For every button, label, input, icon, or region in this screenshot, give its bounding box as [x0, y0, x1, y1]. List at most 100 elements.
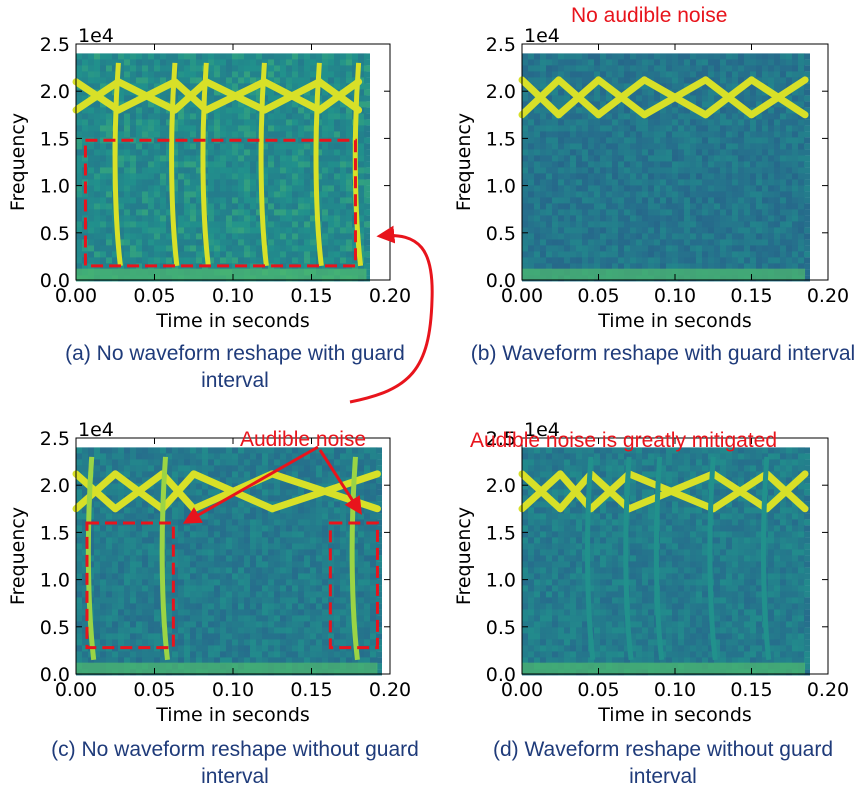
- noise-cell: [594, 143, 600, 150]
- noise-cell: [768, 239, 774, 246]
- noise-cell: [166, 197, 172, 204]
- noise-cell: [630, 119, 636, 126]
- noise-cell: [672, 191, 678, 198]
- noise-cell: [708, 239, 714, 246]
- noise-cell: [792, 149, 798, 156]
- noise-cell: [274, 173, 280, 180]
- noise-cell: [106, 537, 112, 544]
- noise-cell: [804, 101, 810, 108]
- noise-cell: [256, 203, 262, 210]
- noise-cell: [292, 59, 298, 66]
- noise-cell: [690, 257, 696, 264]
- noise-cell: [552, 257, 558, 264]
- noise-cell: [546, 245, 552, 252]
- noise-cell: [750, 233, 756, 240]
- noise-cell: [154, 161, 160, 168]
- x-tick-label: 0.10: [212, 285, 254, 307]
- noise-cell: [540, 65, 546, 72]
- noise-cell: [762, 233, 768, 240]
- noise-cell: [226, 197, 232, 204]
- noise-cell: [184, 471, 190, 478]
- noise-cell: [292, 257, 298, 264]
- noise-cell: [624, 203, 630, 210]
- noise-cell: [226, 227, 232, 234]
- noise-cell: [352, 525, 358, 532]
- noise-cell: [202, 531, 208, 538]
- noise-cell: [720, 155, 726, 162]
- noise-cell: [208, 71, 214, 78]
- noise-cell: [804, 53, 810, 60]
- noise-cell: [780, 257, 786, 264]
- noise-cell: [798, 203, 804, 210]
- noise-cell: [322, 525, 328, 532]
- noise-cell: [714, 173, 720, 180]
- noise-cell: [208, 131, 214, 138]
- noise-cell: [660, 179, 666, 186]
- noise-cell: [564, 95, 570, 102]
- noise-cell: [768, 173, 774, 180]
- noise-cell: [340, 471, 346, 478]
- noise-cell: [672, 137, 678, 144]
- noise-cell: [540, 71, 546, 78]
- noise-cell: [630, 125, 636, 132]
- noise-cell: [238, 459, 244, 466]
- noise-cell: [292, 579, 298, 586]
- noise-cell: [666, 125, 672, 132]
- noise-cell: [148, 173, 154, 180]
- noise-cell: [286, 251, 292, 258]
- noise-cell: [690, 263, 696, 270]
- noise-cell: [328, 161, 334, 168]
- noise-cell: [792, 191, 798, 198]
- chirp-up: [72, 78, 122, 114]
- noise-cell: [732, 173, 738, 180]
- noise-cell: [540, 179, 546, 186]
- noise-cell: [618, 209, 624, 216]
- noise-cell: [370, 495, 376, 502]
- noise-cell: [262, 173, 268, 180]
- noise-cell: [672, 215, 678, 222]
- noise-cell: [714, 203, 720, 210]
- noise-cell: [76, 185, 82, 192]
- noise-cell: [280, 53, 286, 60]
- noise-cell: [322, 119, 328, 126]
- noise-cell: [112, 579, 118, 586]
- noise-cell: [762, 125, 768, 132]
- noise-cell: [364, 543, 370, 550]
- noise-cell: [564, 77, 570, 84]
- noise-cell: [346, 525, 352, 532]
- noise-cell: [286, 71, 292, 78]
- noise-cell: [166, 227, 172, 234]
- noise-cell: [642, 263, 648, 270]
- noise-cell: [310, 77, 316, 84]
- noise-cell: [786, 53, 792, 60]
- noise-cell: [208, 227, 214, 234]
- noise-cell: [762, 167, 768, 174]
- noise-cell: [346, 251, 352, 258]
- noise-cell: [142, 543, 148, 550]
- noise-cell: [100, 101, 106, 108]
- noise-cell: [274, 573, 280, 580]
- noise-cell: [190, 221, 196, 228]
- noise-cell: [630, 77, 636, 84]
- noise-cell: [130, 507, 136, 514]
- noise-cell: [304, 561, 310, 568]
- noise-cell: [522, 185, 528, 192]
- noise-cell: [292, 531, 298, 538]
- noise-cell: [244, 65, 250, 72]
- noise-cell: [804, 137, 810, 144]
- noise-cell: [684, 227, 690, 234]
- noise-cell: [738, 185, 744, 192]
- noise-cell: [726, 179, 732, 186]
- noise-cell: [654, 263, 660, 270]
- noise-cell: [250, 107, 256, 114]
- noise-cell: [798, 209, 804, 216]
- noise-cell: [756, 167, 762, 174]
- noise-cell: [316, 501, 322, 508]
- noise-cell: [202, 567, 208, 574]
- noise-cell: [124, 459, 130, 466]
- noise-cell: [256, 489, 262, 496]
- noise-cell: [286, 65, 292, 72]
- noise-cell: [678, 203, 684, 210]
- x-tick-label: 0.20: [369, 285, 411, 307]
- noise-cell: [76, 215, 82, 222]
